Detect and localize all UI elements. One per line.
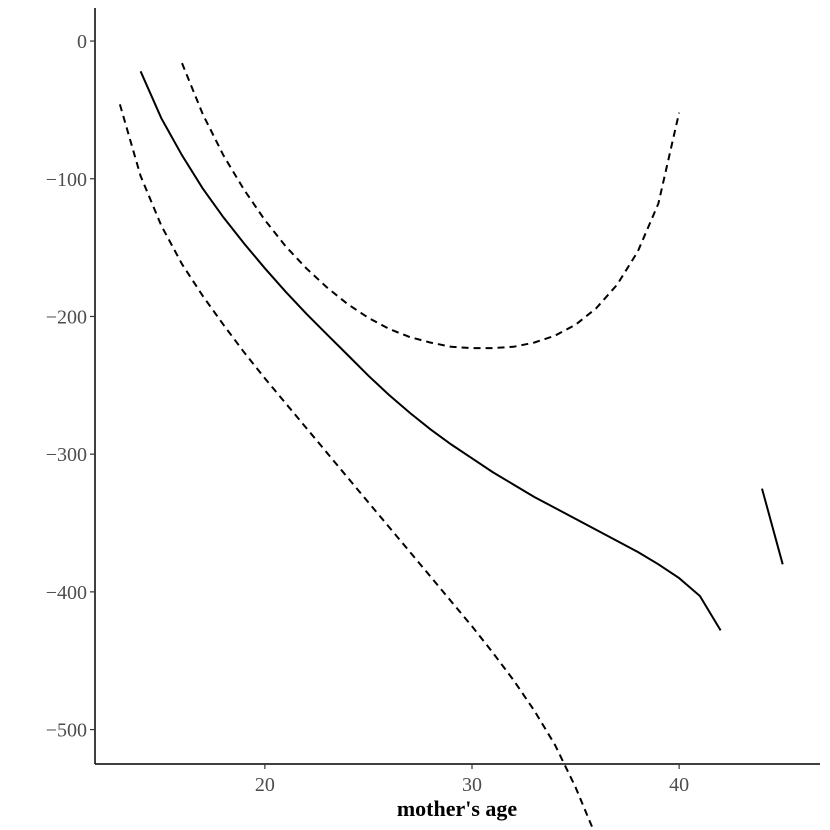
series-layer xyxy=(118,62,784,830)
x-tick-label: 20 xyxy=(255,774,275,796)
x-tick-label: 40 xyxy=(669,774,689,796)
y-tick-label: 0 xyxy=(77,31,87,53)
x-tick-label: 30 xyxy=(462,774,482,796)
solid-estimate-line-1 xyxy=(139,70,722,631)
y-tick-label: −500 xyxy=(46,720,87,742)
y-tick-label: −200 xyxy=(46,306,87,328)
x-axis-ticks: 20 30 40 xyxy=(255,764,689,796)
y-tick-label: −100 xyxy=(46,169,87,191)
x-axis-title: mother's age xyxy=(397,796,518,821)
y-tick-label: −300 xyxy=(46,444,87,466)
y-tick-label: −400 xyxy=(46,582,87,604)
upper-dashed-bound-line xyxy=(181,62,681,350)
lower-dashed-bound-line xyxy=(118,104,595,830)
y-axis-ticks: 0 −100 −200 −300 −400 −500 xyxy=(46,31,95,742)
solid-estimate-line-2 xyxy=(761,488,784,565)
